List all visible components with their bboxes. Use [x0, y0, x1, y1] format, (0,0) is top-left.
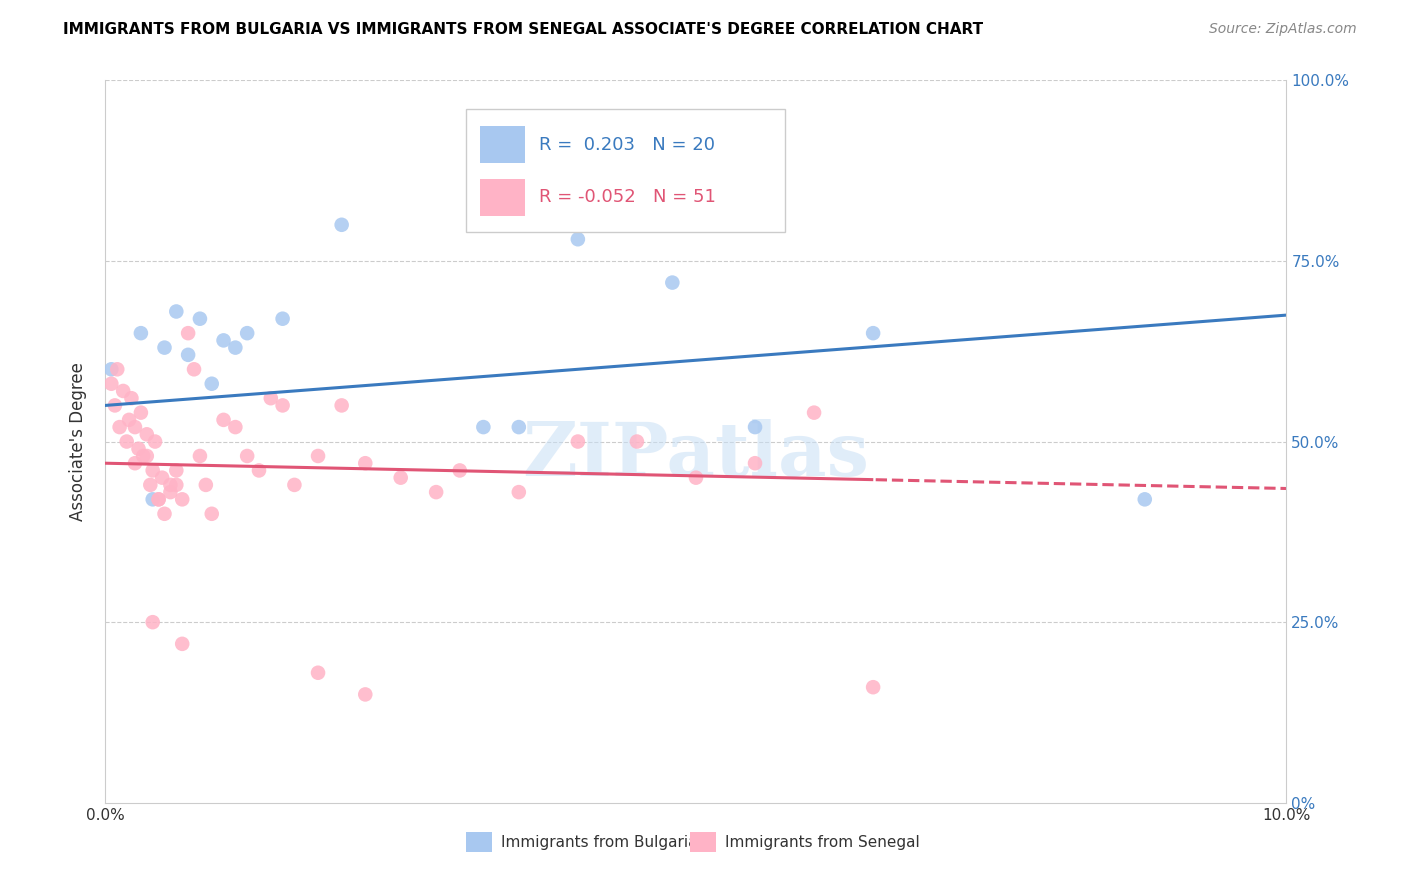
Point	[212, 413, 235, 427]
Point	[862, 680, 884, 694]
Point	[744, 456, 766, 470]
Point	[236, 326, 259, 341]
Point	[862, 326, 884, 341]
Point	[153, 341, 176, 355]
Point	[283, 478, 305, 492]
Point	[142, 463, 165, 477]
Point	[567, 434, 589, 449]
Point	[135, 427, 157, 442]
Point	[139, 478, 162, 492]
Bar	[690, 831, 716, 852]
Point	[177, 348, 200, 362]
Point	[148, 492, 170, 507]
Point	[165, 463, 187, 477]
Point	[354, 687, 377, 701]
Point	[330, 398, 353, 412]
Point	[508, 420, 530, 434]
Point	[212, 334, 235, 348]
Text: Immigrants from Bulgaria: Immigrants from Bulgaria	[501, 835, 697, 850]
Point	[148, 492, 170, 507]
Point	[115, 434, 138, 449]
Point	[142, 492, 165, 507]
Point	[194, 478, 217, 492]
Point	[183, 362, 205, 376]
Point	[508, 485, 530, 500]
Bar	[479, 126, 524, 163]
Point	[744, 420, 766, 434]
Text: ZIPatlas: ZIPatlas	[523, 419, 869, 492]
Point	[307, 449, 329, 463]
Point	[330, 218, 353, 232]
Point	[188, 449, 211, 463]
Point	[128, 442, 150, 456]
Point	[124, 456, 146, 470]
Point	[165, 304, 187, 318]
Point	[425, 485, 447, 500]
Point	[188, 311, 211, 326]
Point	[108, 420, 131, 434]
Point	[165, 478, 187, 492]
Point	[112, 384, 135, 398]
Point	[177, 326, 200, 341]
Y-axis label: Associate's Degree: Associate's Degree	[69, 362, 87, 521]
Point	[142, 615, 165, 630]
Point	[159, 478, 181, 492]
Point	[172, 492, 194, 507]
Text: R = -0.052   N = 51: R = -0.052 N = 51	[538, 188, 716, 206]
Point	[271, 398, 294, 412]
Point	[271, 311, 294, 326]
Point	[129, 406, 152, 420]
Point	[105, 362, 128, 376]
Point	[118, 413, 141, 427]
Text: Source: ZipAtlas.com: Source: ZipAtlas.com	[1209, 22, 1357, 37]
Bar	[479, 178, 524, 216]
Point	[803, 406, 825, 420]
Point	[449, 463, 471, 477]
Point	[172, 637, 194, 651]
Point	[120, 391, 142, 405]
Text: R =  0.203   N = 20: R = 0.203 N = 20	[538, 136, 714, 153]
Point	[224, 341, 246, 355]
Point	[129, 326, 152, 341]
Point	[100, 362, 122, 376]
Point	[354, 456, 377, 470]
Point	[247, 463, 270, 477]
Point	[201, 507, 224, 521]
Point	[153, 507, 176, 521]
Point	[201, 376, 224, 391]
Point	[135, 449, 157, 463]
Point	[150, 471, 173, 485]
Point	[236, 449, 259, 463]
Point	[104, 398, 127, 412]
Point	[124, 420, 146, 434]
Bar	[465, 831, 492, 852]
Point	[389, 471, 412, 485]
Point	[159, 485, 181, 500]
Text: Immigrants from Senegal: Immigrants from Senegal	[725, 835, 921, 850]
Point	[224, 420, 246, 434]
Point	[143, 434, 166, 449]
Text: IMMIGRANTS FROM BULGARIA VS IMMIGRANTS FROM SENEGAL ASSOCIATE'S DEGREE CORRELATI: IMMIGRANTS FROM BULGARIA VS IMMIGRANTS F…	[63, 22, 983, 37]
Point	[661, 276, 683, 290]
Point	[132, 449, 155, 463]
FancyBboxPatch shape	[465, 109, 785, 232]
Point	[260, 391, 283, 405]
Point	[567, 232, 589, 246]
Point	[685, 471, 707, 485]
Point	[307, 665, 329, 680]
Point	[626, 434, 648, 449]
Point	[1133, 492, 1156, 507]
Point	[472, 420, 495, 434]
Point	[100, 376, 122, 391]
